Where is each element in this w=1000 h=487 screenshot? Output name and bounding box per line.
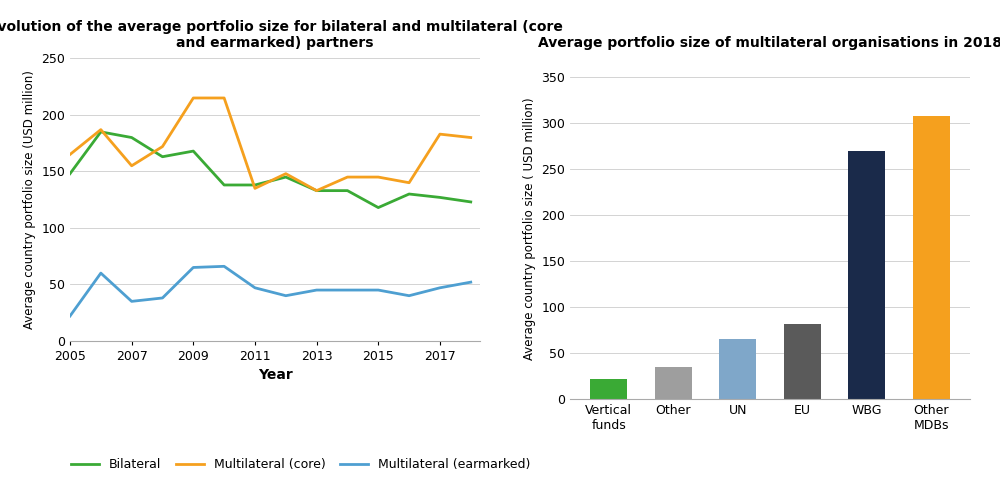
Multilateral (earmarked) (372, 287, 384, 293)
Multilateral (earmarked) (187, 264, 199, 270)
Multilateral (earmarked) (311, 287, 323, 293)
Multilateral (core) (465, 134, 477, 140)
Bilateral (187, 148, 199, 154)
Bilateral (95, 129, 107, 135)
Bilateral (372, 205, 384, 210)
Multilateral (core) (187, 95, 199, 101)
Multilateral (core) (341, 174, 353, 180)
Multilateral (earmarked) (465, 279, 477, 285)
Multilateral (earmarked) (341, 287, 353, 293)
Bar (719, 339, 756, 399)
Y-axis label: Average country portfolio size (USD million): Average country portfolio size (USD mill… (23, 70, 36, 329)
Bilateral (311, 187, 323, 193)
Multilateral (core) (64, 151, 76, 157)
Bilateral (156, 154, 168, 160)
Bilateral (64, 171, 76, 177)
Multilateral (core) (311, 187, 323, 193)
Bilateral (280, 174, 292, 180)
Bilateral (465, 199, 477, 205)
Multilateral (core) (372, 174, 384, 180)
Y-axis label: Average country portfolio size ( USD million): Average country portfolio size ( USD mil… (523, 97, 536, 360)
Multilateral (core) (218, 95, 230, 101)
Multilateral (earmarked) (280, 293, 292, 299)
Line: Bilateral: Bilateral (70, 132, 471, 207)
Multilateral (core) (280, 171, 292, 177)
Multilateral (core) (95, 127, 107, 132)
Bilateral (341, 187, 353, 193)
Bar (655, 367, 692, 399)
Multilateral (earmarked) (64, 313, 76, 319)
Multilateral (earmarked) (434, 285, 446, 291)
Multilateral (core) (156, 144, 168, 150)
Bar (590, 379, 627, 399)
Title: Average portfolio size of multilateral organisations in 2018: Average portfolio size of multilateral o… (538, 37, 1000, 50)
Bilateral (403, 191, 415, 197)
Bilateral (434, 194, 446, 200)
Bar (913, 115, 950, 399)
Multilateral (earmarked) (126, 299, 138, 304)
X-axis label: Year: Year (258, 369, 292, 382)
Multilateral (earmarked) (403, 293, 415, 299)
Multilateral (core) (434, 131, 446, 137)
Line: Multilateral (core): Multilateral (core) (70, 98, 471, 190)
Line: Multilateral (earmarked): Multilateral (earmarked) (70, 266, 471, 316)
Bilateral (218, 182, 230, 188)
Bar (784, 324, 821, 399)
Multilateral (earmarked) (156, 295, 168, 301)
Bilateral (249, 182, 261, 188)
Legend: Bilateral, Multilateral (core), Multilateral (earmarked): Bilateral, Multilateral (core), Multilat… (66, 453, 535, 476)
Multilateral (earmarked) (249, 285, 261, 291)
Multilateral (earmarked) (218, 263, 230, 269)
Title: Evolution of the average portfolio size for bilateral and multilateral (core
and: Evolution of the average portfolio size … (0, 20, 562, 50)
Multilateral (earmarked) (95, 270, 107, 276)
Multilateral (core) (249, 186, 261, 191)
Bilateral (126, 134, 138, 140)
Bar (848, 150, 885, 399)
Multilateral (core) (403, 180, 415, 186)
Multilateral (core) (126, 163, 138, 169)
